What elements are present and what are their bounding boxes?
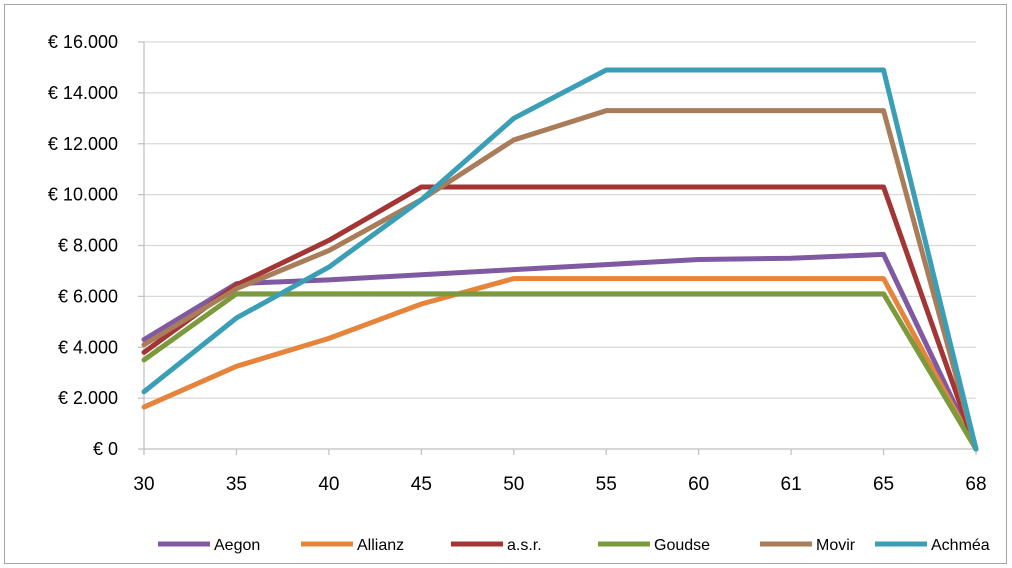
legend-entry: Movir <box>760 537 856 554</box>
x-tick-label: 30 <box>133 474 154 495</box>
legend-label: Allianz <box>357 537 404 554</box>
gridlines <box>144 41 976 399</box>
series-line-movir <box>141 108 979 452</box>
series-line-a-s-r- <box>141 184 979 452</box>
legend-label: Movir <box>816 537 856 554</box>
legend-entry: Achméa <box>875 537 990 554</box>
x-tick-label: 68 <box>965 474 986 495</box>
x-tick-label: 45 <box>411 474 432 495</box>
x-tick-label: 50 <box>503 474 524 495</box>
x-tick-label: 35 <box>226 474 247 495</box>
y-tick-label: € 6.000 <box>58 286 118 306</box>
legend-entry: Aegon <box>158 537 260 554</box>
series-line-allianz <box>141 276 979 452</box>
y-tick-label: € 16.000 <box>48 32 118 52</box>
y-tick-label: € 10.000 <box>48 185 118 205</box>
legend-entry: Goudse <box>598 537 710 554</box>
y-tick-label: € 2.000 <box>58 388 118 408</box>
axes: € 0 € 2.000 € 4.000 € 6.000 € 8.000 € 10.000 €… <box>48 32 987 495</box>
legend-entry: Allianz <box>301 537 404 554</box>
x-tick-label: 61 <box>781 474 802 495</box>
x-tick-label: 60 <box>688 474 709 495</box>
series-line-goudse <box>141 291 979 452</box>
legend-label: Achméa <box>931 537 990 554</box>
x-tick-label: 65 <box>873 474 894 495</box>
chart-area <box>4 4 1007 564</box>
legend-label: Aegon <box>214 537 260 554</box>
y-tick-label: € 14.000 <box>48 83 118 103</box>
y-tick-label: € 4.000 <box>58 337 118 357</box>
legend: Aegon Allianz a.s.r. Goudse Movir Achméa <box>158 537 990 554</box>
series-line-achm-a <box>141 67 979 452</box>
y-tick-label: € 0 <box>93 439 118 459</box>
legend-label: Goudse <box>654 537 710 554</box>
legend-label: a.s.r. <box>507 537 542 554</box>
x-tick-label: 40 <box>318 474 339 495</box>
legend-entry: a.s.r. <box>451 537 542 554</box>
series-line-aegon <box>141 251 979 452</box>
x-tick-label: 55 <box>596 474 617 495</box>
series-lines <box>141 67 979 452</box>
y-tick-label: € 8.000 <box>58 236 118 256</box>
y-tick-label: € 12.000 <box>48 134 118 154</box>
